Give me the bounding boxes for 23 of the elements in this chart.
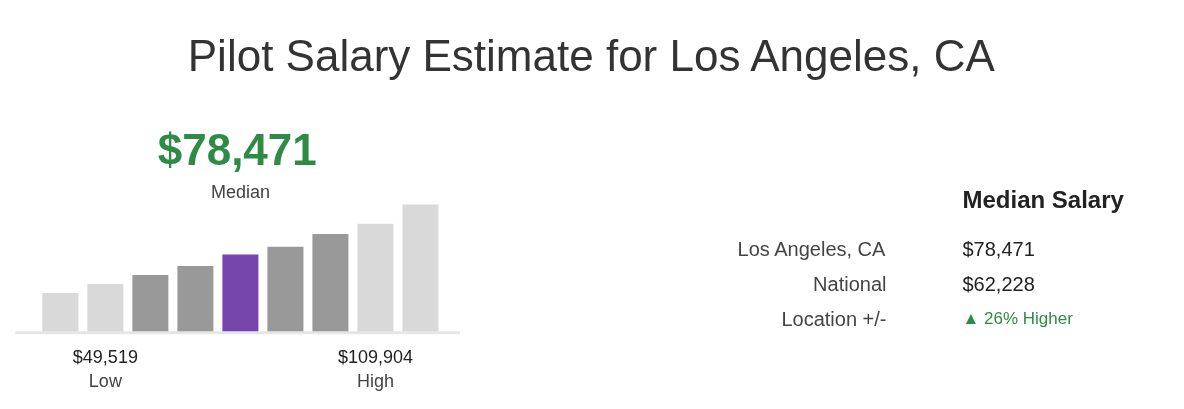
- text: Low: [88, 371, 123, 392]
- text: $78,471: [962, 237, 1035, 260]
- bar: [87, 283, 124, 333]
- bar: [132, 275, 169, 333]
- text: $49,519: [72, 346, 138, 367]
- text: Pilot Salary Estimate for Los Angeles, CA: [187, 31, 996, 80]
- text: Median: [210, 181, 270, 202]
- text: $62,228: [962, 272, 1035, 295]
- text: Median Salary: [962, 186, 1125, 213]
- bar: [312, 234, 349, 333]
- text: $109,904: [337, 346, 413, 367]
- text: Los Angeles, CA: [737, 237, 887, 260]
- bar: [222, 254, 259, 333]
- bar: [42, 292, 79, 333]
- bar: [177, 266, 214, 333]
- text: Location +/-: [781, 307, 887, 330]
- text: High: [356, 371, 394, 392]
- text: National: [813, 272, 887, 295]
- bar: [357, 223, 394, 333]
- text: ▲ 26% Higher: [962, 309, 1074, 328]
- bar: [402, 204, 439, 333]
- bar: [267, 246, 304, 333]
- text: $78,471: [157, 124, 317, 174]
